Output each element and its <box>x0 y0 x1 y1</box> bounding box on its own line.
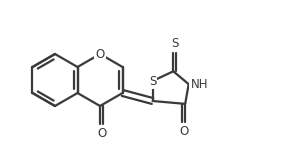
Text: O: O <box>179 125 188 138</box>
Text: S: S <box>149 75 156 87</box>
Text: O: O <box>95 47 105 61</box>
Text: O: O <box>97 127 106 140</box>
Text: NH: NH <box>191 78 208 91</box>
Text: S: S <box>171 37 178 50</box>
